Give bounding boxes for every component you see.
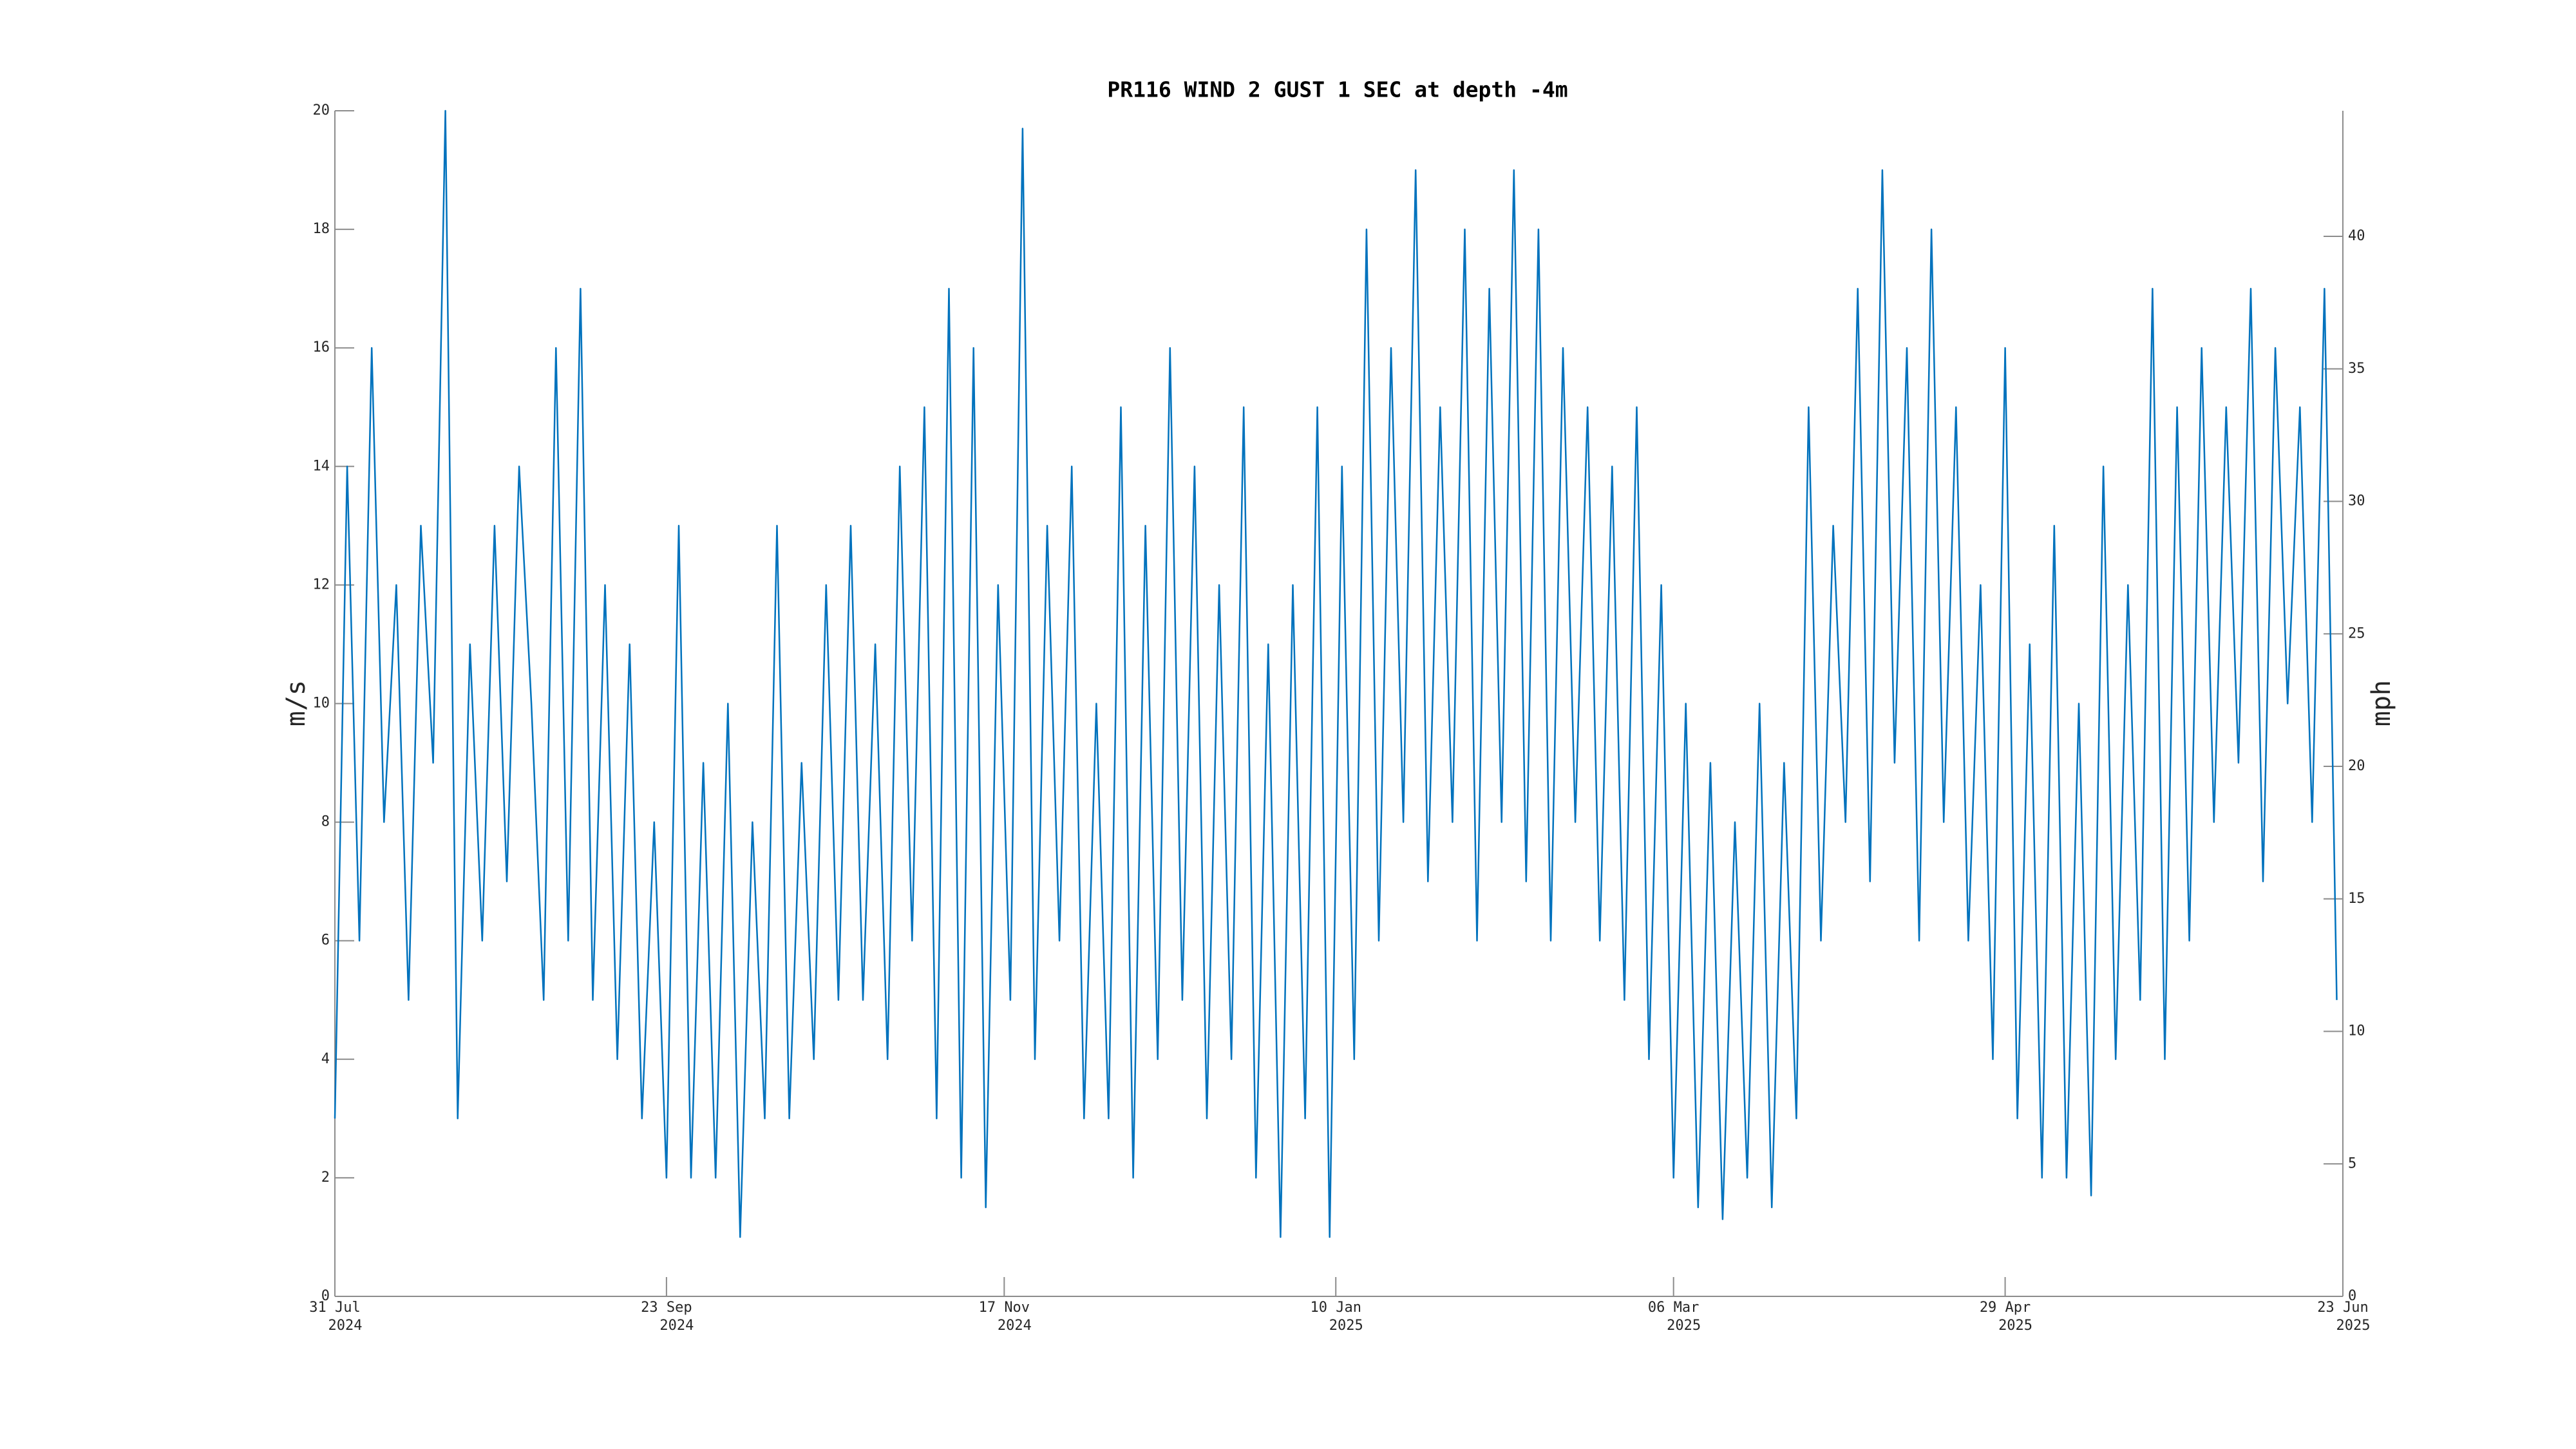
y2-tick-label: 30	[2348, 493, 2365, 509]
x-tick-year: 2024	[659, 1318, 694, 1334]
y-tick-label: 2	[321, 1170, 330, 1186]
x-tick-year: 2025	[1329, 1318, 1363, 1334]
x-tick-year: 2024	[328, 1318, 363, 1334]
y-tick-label: 8	[321, 814, 330, 830]
x-tick-label: 31 Jul	[309, 1300, 360, 1316]
x-tick-label: 23 Sep	[641, 1300, 692, 1316]
y2-axis-label: mph	[2367, 680, 2396, 726]
y2-tick-label: 25	[2348, 625, 2365, 641]
y2-tick-label: 15	[2348, 891, 2365, 907]
y-tick-label: 6	[321, 933, 330, 949]
y2-tick-label: 5	[2348, 1155, 2356, 1171]
y2-tick-label: 0	[2348, 1288, 2356, 1304]
x-tick-label: 17 Nov	[979, 1300, 1030, 1316]
y-tick-label: 4	[321, 1051, 330, 1067]
y2-tick-label: 35	[2348, 361, 2365, 377]
x-tick-year: 2024	[998, 1318, 1032, 1334]
chart-title: PR116 WIND 2 GUST 1 SEC at depth -4m	[1107, 77, 1567, 102]
y-tick-label: 10	[313, 696, 330, 712]
x-tick-label: 23 Jun	[2317, 1300, 2368, 1316]
x-tick-year: 2025	[2336, 1318, 2371, 1334]
y-tick-label: 14	[313, 458, 330, 474]
y-tick-label: 12	[313, 576, 330, 592]
y-tick-label: 0	[321, 1288, 330, 1304]
y2-tick-label: 20	[2348, 758, 2365, 774]
x-tick-label: 06 Mar	[1648, 1300, 1699, 1316]
y-tick-label: 16	[313, 339, 330, 355]
x-tick-label: 10 Jan	[1310, 1300, 1361, 1316]
x-tick-year: 2025	[1998, 1318, 2032, 1334]
x-tick-label: 29 Apr	[1980, 1300, 2031, 1316]
y-tick-label: 20	[313, 102, 330, 118]
y2-tick-label: 40	[2348, 228, 2365, 244]
data-line	[334, 109, 2338, 1238]
x-tick-year: 2025	[1667, 1318, 1701, 1334]
y-axis-label: m/s	[281, 680, 311, 726]
y2-tick-label: 10	[2348, 1023, 2365, 1039]
y-tick-label: 18	[313, 221, 330, 237]
